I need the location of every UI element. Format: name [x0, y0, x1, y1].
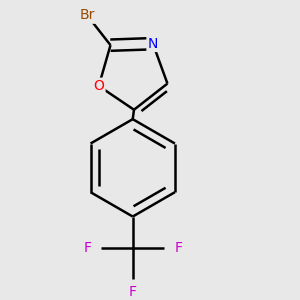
Text: Br: Br: [80, 8, 95, 22]
Text: N: N: [148, 37, 158, 51]
Text: F: F: [174, 241, 182, 255]
Text: F: F: [83, 241, 91, 255]
Text: F: F: [129, 285, 137, 299]
Text: O: O: [93, 79, 104, 93]
